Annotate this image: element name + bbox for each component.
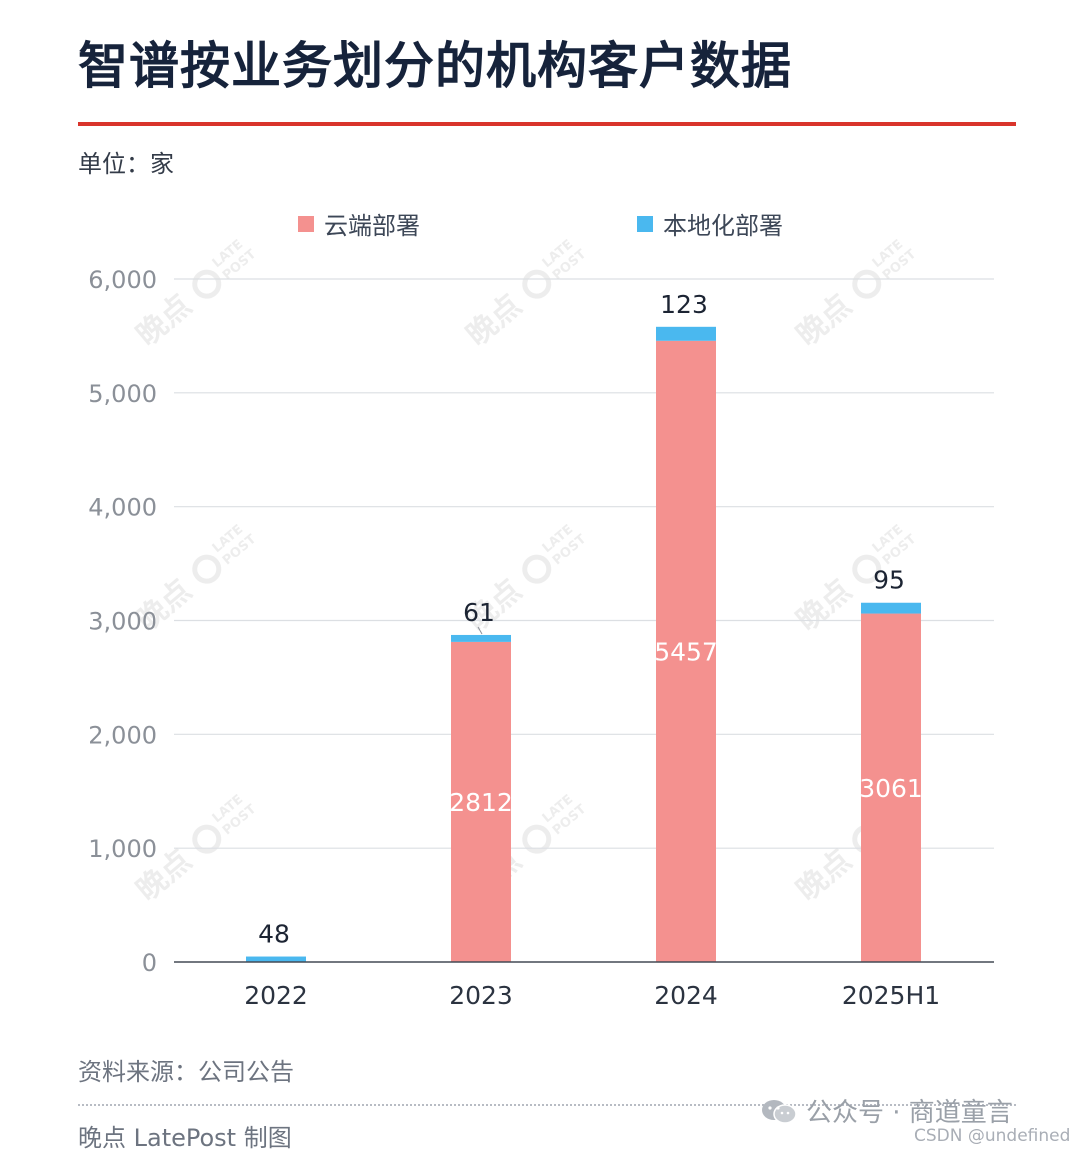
- legend-item-cloud: 云端部署: [298, 206, 420, 241]
- watermark-tile-logo: [522, 824, 552, 854]
- source-note: 资料来源：公司公告: [78, 1058, 294, 1086]
- watermark-tile-logo: [852, 554, 882, 584]
- watermark-tile-logo: [192, 824, 222, 854]
- watermark-tile-logo: [192, 554, 222, 584]
- bar-label-cloud: 5457: [654, 637, 718, 666]
- label-leader-line: [477, 626, 483, 635]
- bar-cloud: [451, 641, 511, 962]
- watermark-csdn: CSDN @undefined: [914, 1126, 1071, 1146]
- watermark-account: 公众号 · 商道童言: [760, 1092, 1013, 1129]
- watermark-tile-logo: [522, 554, 552, 584]
- legend-label-cloud: 云端部署: [324, 212, 420, 240]
- title-underline: [78, 122, 1016, 126]
- x-tick-label: 2022: [244, 981, 308, 1010]
- x-tick-label: 2023: [449, 981, 513, 1010]
- bar-local: [246, 956, 306, 962]
- bar-cloud: [861, 613, 921, 962]
- watermark-tile-logo: [522, 269, 552, 299]
- legend-label-local: 本地化部署: [663, 212, 783, 240]
- y-tick-label: 3,000: [88, 608, 157, 636]
- legend-swatch-local: [637, 215, 653, 232]
- bar-label-local: 61: [463, 598, 495, 627]
- bar-local: [861, 602, 921, 614]
- bar-label-local: 95: [873, 566, 905, 595]
- bar-label-local: 48: [258, 920, 290, 949]
- watermark-account-text: 公众号 · 商道童言: [806, 1098, 1013, 1128]
- y-tick-label: 1,000: [88, 835, 157, 863]
- y-tick-label: 2,000: [88, 721, 157, 749]
- watermark-tile-main: 晚点: [790, 843, 858, 908]
- y-tick-label: 6,000: [88, 266, 157, 294]
- credit-note: 晚点 LatePost 制图: [78, 1124, 292, 1152]
- watermark-tile-main: 晚点: [130, 288, 198, 353]
- watermark-tile-logo: [192, 269, 222, 299]
- watermark-tile-main: 晚点: [460, 288, 528, 353]
- bar-label-cloud: 2812: [449, 788, 513, 817]
- unit-label: 单位：家: [78, 150, 174, 178]
- watermark-tile-logo: [852, 269, 882, 299]
- x-tick-label: 2024: [654, 981, 718, 1010]
- x-tick-label: 2025H1: [842, 981, 940, 1010]
- chart-title: 智谱按业务划分的机构客户数据: [78, 37, 792, 95]
- legend-swatch-cloud: [298, 215, 314, 232]
- watermark-tile-main: 晚点: [790, 573, 858, 638]
- watermark-tile-main: 晚点: [790, 288, 858, 353]
- legend: 云端部署 本地化部署: [0, 206, 1080, 242]
- y-tick-label: 4,000: [88, 494, 157, 522]
- bar-cloud: [656, 340, 716, 962]
- y-tick-label: 5,000: [88, 380, 157, 408]
- bar-local: [451, 634, 511, 642]
- footer-divider: [78, 1104, 1016, 1106]
- bar-label-cloud: 3061: [859, 774, 923, 803]
- y-tick-label: 0: [142, 949, 157, 977]
- bar-label-local: 123: [660, 290, 708, 319]
- bar-local: [656, 326, 716, 341]
- legend-item-local: 本地化部署: [637, 206, 783, 241]
- bar-chart: 晚点LATEPOST晚点LATEPOST晚点LATEPOST晚点LATEPOST…: [88, 237, 994, 1010]
- wechat-icon: [762, 1099, 797, 1124]
